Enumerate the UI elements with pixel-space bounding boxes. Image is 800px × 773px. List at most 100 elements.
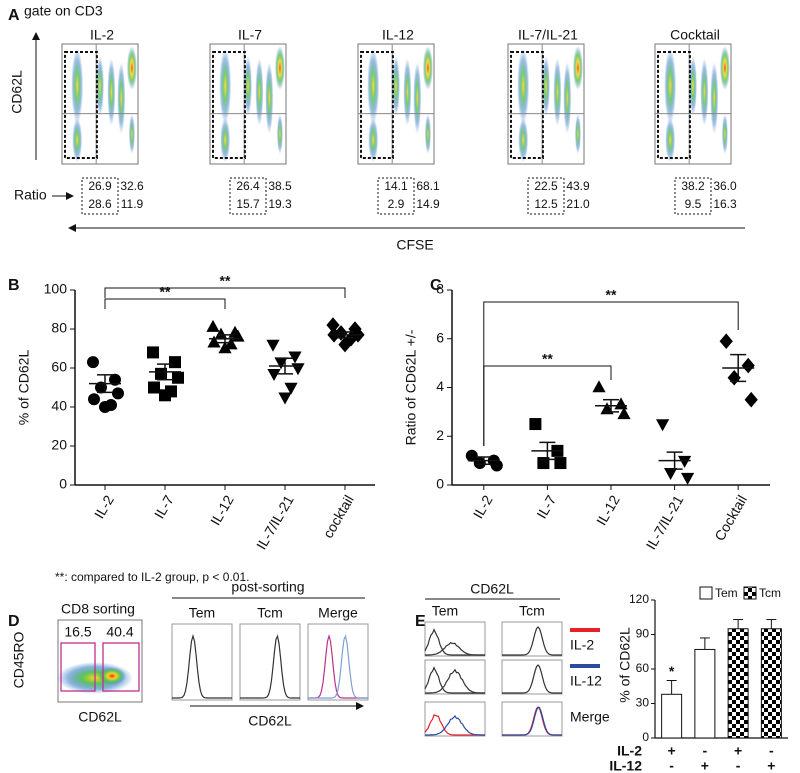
y-tick-label: 20 <box>51 437 67 453</box>
condition-sign: - <box>769 743 774 759</box>
hist-frame <box>501 659 563 695</box>
density <box>710 62 719 134</box>
histogram <box>240 634 300 699</box>
point <box>87 356 99 369</box>
bar <box>760 628 782 739</box>
ratio-value: 9.5 <box>685 197 702 211</box>
point <box>267 369 281 382</box>
point <box>109 373 121 386</box>
legend-swatch <box>699 586 713 600</box>
column-label: Tem <box>432 603 458 619</box>
y-axis-label: Ratio of CD62L +/- <box>403 329 419 445</box>
point <box>278 392 292 405</box>
density <box>71 48 84 124</box>
condition-sign: + <box>767 758 775 773</box>
y-tick-label: 40 <box>51 398 67 414</box>
condition-sign: + <box>734 743 742 759</box>
y-tick-label: 30 <box>636 696 650 710</box>
histogram <box>502 664 562 694</box>
ratio-box <box>527 177 565 215</box>
x-axis-label: CD62L <box>78 709 122 725</box>
bar <box>727 628 749 739</box>
histogram <box>425 714 485 736</box>
density <box>664 48 677 124</box>
ratio-value: 14.9 <box>416 197 440 211</box>
significance: * <box>669 663 675 679</box>
gate-box <box>657 51 691 159</box>
y-tick-label: 8 <box>436 281 444 297</box>
ratio-value: 19.3 <box>268 197 292 211</box>
hist-frame <box>501 621 563 657</box>
density <box>665 118 676 162</box>
panel-label: C <box>430 277 442 294</box>
gate <box>60 642 96 692</box>
density <box>721 114 728 154</box>
point <box>465 449 478 462</box>
density <box>517 48 530 124</box>
point <box>266 339 280 352</box>
x-tick-label: IL-7/IL-21 <box>643 492 687 552</box>
density <box>265 62 274 134</box>
density <box>219 48 232 124</box>
point <box>744 391 758 408</box>
ratio-value: 14.1 <box>384 179 408 193</box>
x-tick-label: IL-12 <box>207 492 237 528</box>
bracket <box>483 365 612 446</box>
density <box>413 62 422 134</box>
gate-box <box>360 51 394 159</box>
y-tick-label: 90 <box>636 627 650 641</box>
gate-box <box>510 51 544 159</box>
ratio-value: 43.9 <box>566 179 590 193</box>
ratio-box <box>377 177 415 215</box>
density <box>368 118 379 162</box>
density <box>518 118 529 162</box>
point <box>155 367 167 380</box>
ratio-value: 26.4 <box>236 179 260 193</box>
bracket <box>104 287 346 298</box>
ratio-value: 12.5 <box>534 197 558 211</box>
gate-label: gate on CD3 <box>24 3 103 19</box>
density <box>403 58 412 126</box>
histogram <box>502 706 562 736</box>
gate-value: 40.4 <box>106 624 133 640</box>
y-tick-label: 120 <box>629 592 649 606</box>
ratio-value: 28.6 <box>88 197 112 211</box>
bracket <box>104 298 226 309</box>
x-tick-label: IL-2 <box>470 492 496 521</box>
ratio-value: 15.7 <box>236 197 260 211</box>
point <box>88 393 100 406</box>
ratio-value: 2.9 <box>388 197 405 211</box>
point <box>147 346 159 359</box>
y-axis-label: % of CD62L <box>16 350 32 426</box>
density <box>72 118 83 162</box>
ratio-value: 16.3 <box>713 197 737 211</box>
point <box>112 387 124 400</box>
ratio-box <box>674 177 712 215</box>
plot-title: IL-2 <box>90 27 114 43</box>
y-tick-label: 4 <box>436 378 444 394</box>
histogram <box>172 633 232 699</box>
point <box>159 389 171 402</box>
histogram <box>308 634 368 699</box>
point <box>592 380 606 393</box>
legend-label: Tcm <box>759 586 781 600</box>
ratio-label: Ratio <box>14 187 47 203</box>
condition-sign: - <box>736 758 741 773</box>
bar <box>694 648 716 739</box>
legend-swatch <box>743 586 757 600</box>
condition-sign: + <box>701 758 709 773</box>
histogram <box>425 668 485 694</box>
ratio-value: 68.1 <box>416 179 440 193</box>
plot-title: IL-7/IL-21 <box>518 27 578 43</box>
legend-label: IL-2 <box>570 637 594 653</box>
significance: ** <box>220 273 231 289</box>
density <box>98 667 126 685</box>
density <box>422 46 433 90</box>
plot-title: CD8 sorting <box>61 601 135 617</box>
ratio-value: 21.0 <box>566 197 590 211</box>
column-label: Tcm <box>257 605 283 621</box>
y-axis-label: CD45RO <box>11 631 27 688</box>
hist-frame <box>424 621 486 657</box>
point <box>554 457 567 470</box>
